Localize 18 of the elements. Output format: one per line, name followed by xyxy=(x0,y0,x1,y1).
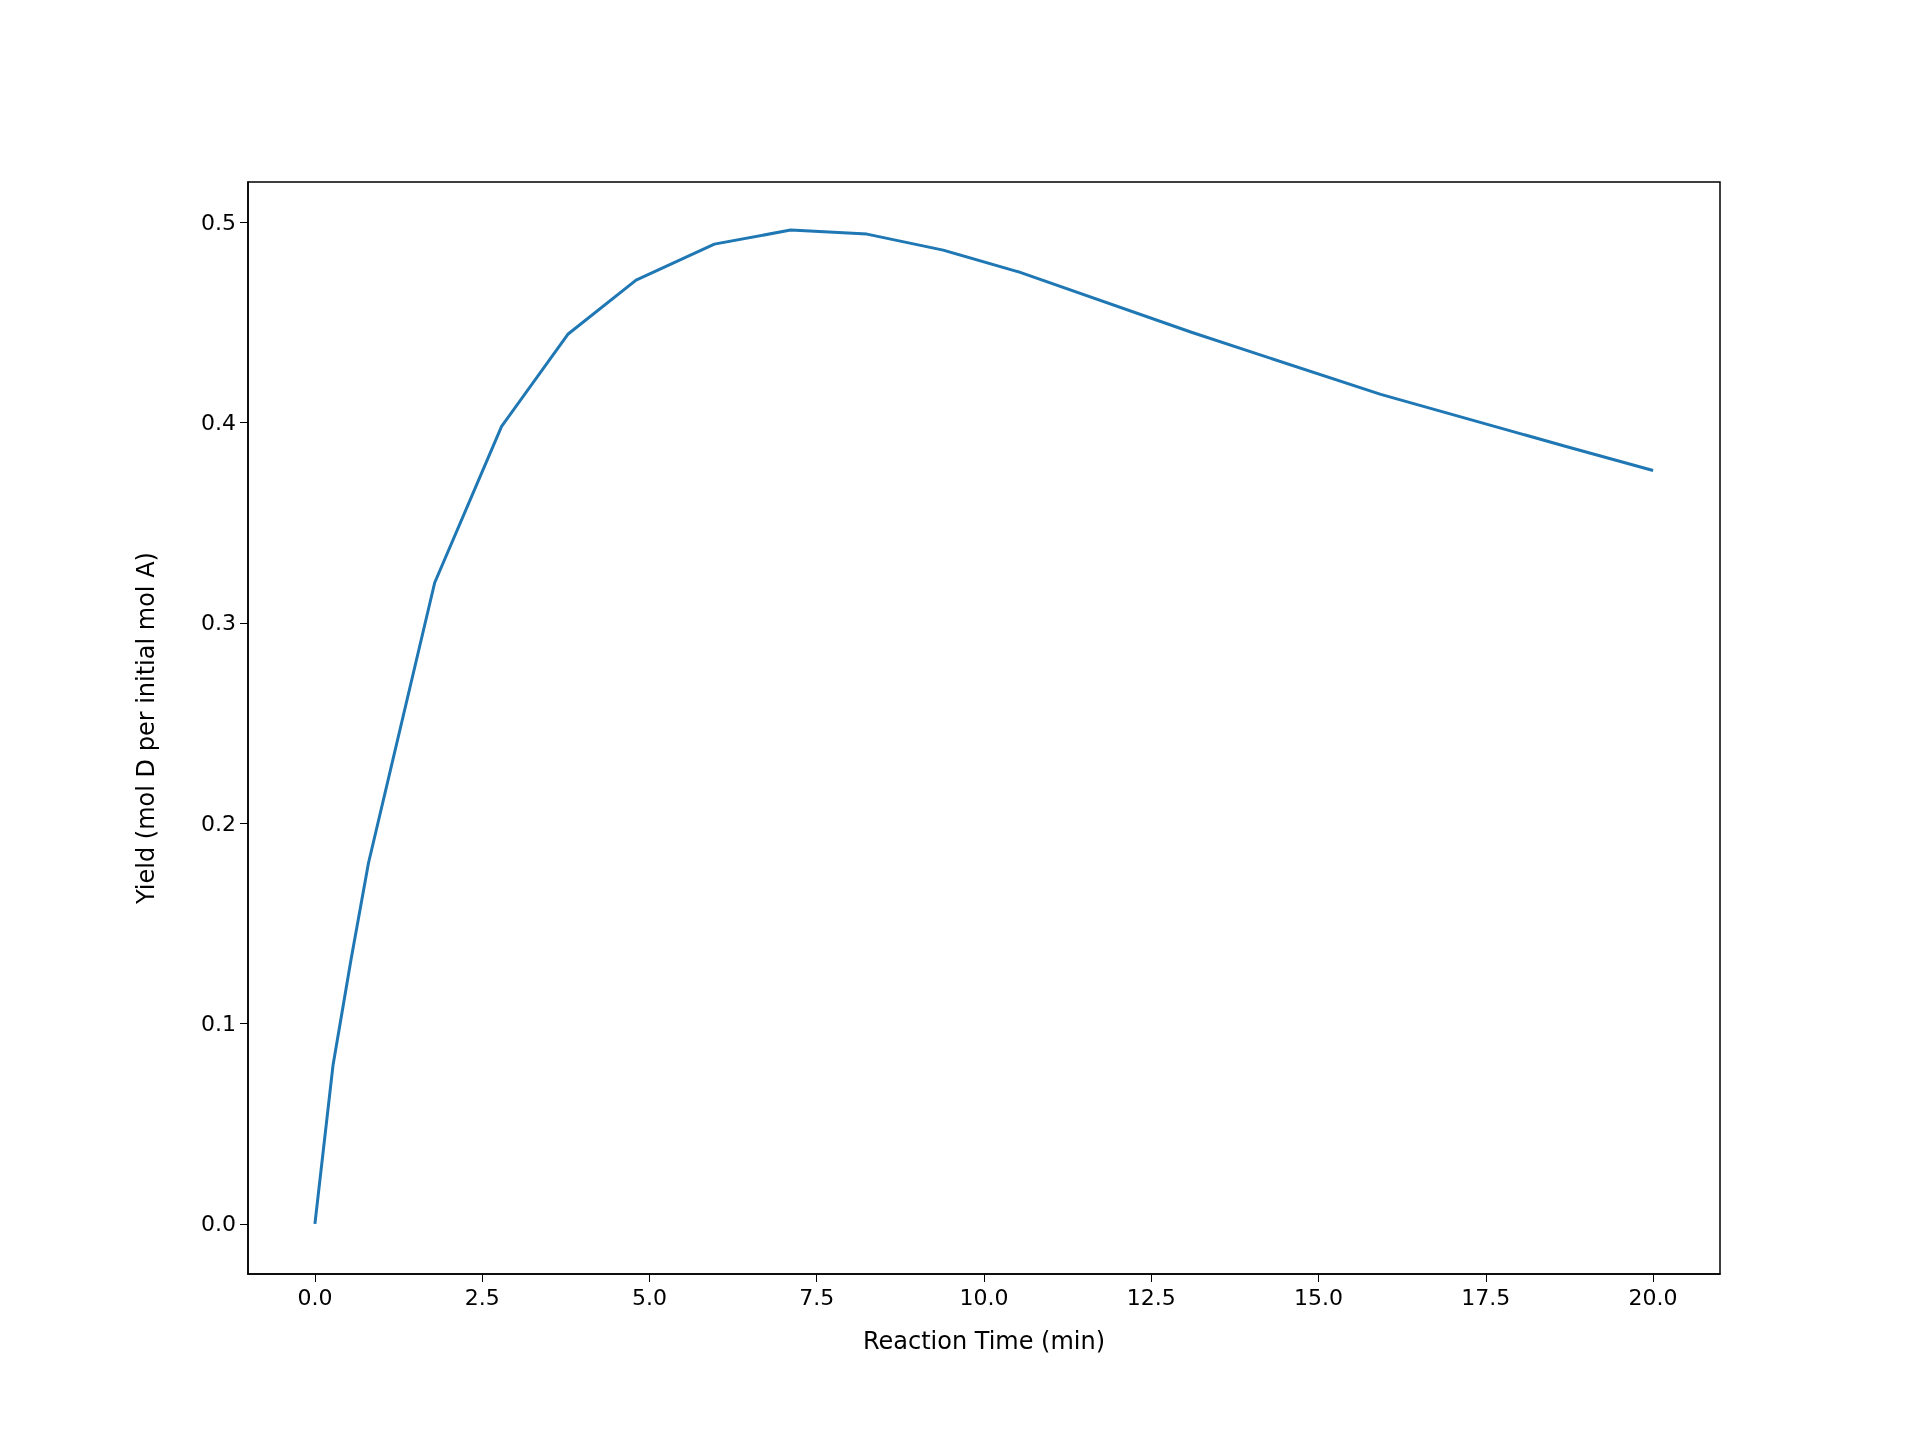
x-tick-label: 17.5 xyxy=(1461,1284,1511,1310)
y-tick-label: 0.0 xyxy=(201,1211,236,1237)
x-tick-label: 15.0 xyxy=(1294,1284,1344,1310)
x-tick-label: 7.5 xyxy=(799,1284,835,1310)
y-tick-label: 0.3 xyxy=(201,610,236,636)
y-tick-label: 0.4 xyxy=(201,409,236,435)
x-tick-label: 5.0 xyxy=(631,1284,667,1310)
y-axis-title: Yield (mol D per initial mol A) xyxy=(132,552,160,905)
y-tick-label: 0.1 xyxy=(201,1011,236,1037)
line-series xyxy=(313,228,1655,1226)
x-tick-label: 12.5 xyxy=(1126,1284,1176,1310)
x-axis-title: Reaction Time (min) xyxy=(862,1327,1106,1355)
x-tick-label: 20.0 xyxy=(1628,1284,1678,1310)
y-tick-label: 0.2 xyxy=(201,810,236,836)
x-tick-label: 10.0 xyxy=(959,1284,1009,1310)
x-tick-label: 2.5 xyxy=(464,1284,500,1310)
x-tick-label: 0.0 xyxy=(297,1284,333,1310)
y-tick-label: 0.5 xyxy=(201,209,236,235)
